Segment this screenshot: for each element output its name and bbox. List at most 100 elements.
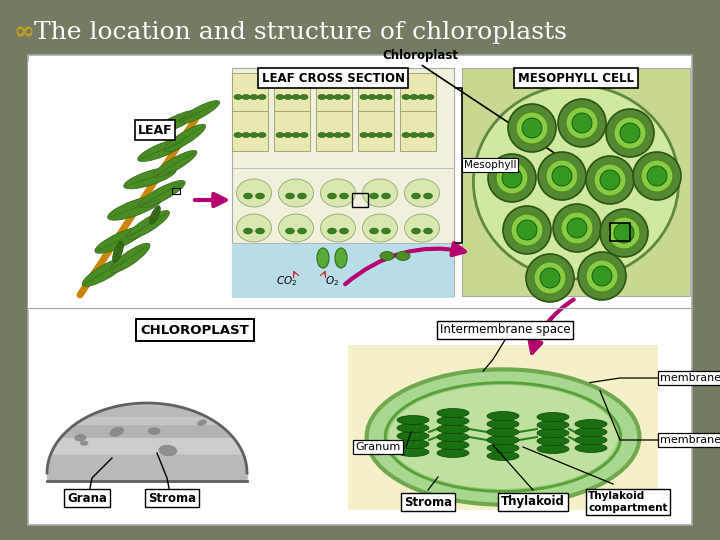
Ellipse shape [292,94,300,99]
Ellipse shape [360,94,368,99]
Ellipse shape [164,124,206,152]
Circle shape [614,117,646,149]
Ellipse shape [575,443,607,453]
Ellipse shape [487,451,519,461]
Circle shape [567,218,587,238]
Circle shape [578,252,626,300]
Ellipse shape [537,444,569,454]
Ellipse shape [412,228,420,234]
Ellipse shape [487,435,519,444]
Text: Grana: Grana [67,491,107,504]
Ellipse shape [437,433,469,442]
Ellipse shape [110,243,150,273]
Ellipse shape [317,248,329,268]
Circle shape [488,154,536,202]
Ellipse shape [537,429,569,437]
Ellipse shape [575,420,607,429]
Ellipse shape [74,434,86,442]
Ellipse shape [148,427,161,435]
Ellipse shape [82,258,127,286]
Ellipse shape [286,193,294,199]
Circle shape [522,118,542,138]
Ellipse shape [487,443,519,453]
Bar [28,62,230,310]
Circle shape [586,156,634,204]
Text: Thylakoid
compartment: Thylakoid compartment [588,491,667,513]
Ellipse shape [340,193,348,199]
Ellipse shape [318,94,326,99]
Ellipse shape [423,228,433,234]
Ellipse shape [124,167,176,189]
Ellipse shape [243,193,253,199]
Bar [172,188,180,194]
Ellipse shape [487,420,519,429]
Ellipse shape [376,132,384,138]
Ellipse shape [402,132,410,138]
Circle shape [620,123,640,143]
Circle shape [592,266,612,286]
Ellipse shape [423,193,433,199]
Text: $O_2$: $O_2$ [325,274,339,288]
Ellipse shape [342,132,350,138]
Ellipse shape [234,94,242,99]
Ellipse shape [258,94,266,99]
Ellipse shape [250,132,258,138]
Circle shape [561,212,593,244]
Circle shape [600,170,620,190]
Ellipse shape [236,179,271,207]
Text: LEAF: LEAF [138,124,172,137]
Ellipse shape [297,193,307,199]
Ellipse shape [575,435,607,444]
Ellipse shape [256,228,264,234]
Text: Chloroplast: Chloroplast [382,49,458,62]
Ellipse shape [537,413,569,422]
Circle shape [496,162,528,194]
Circle shape [594,164,626,196]
Circle shape [633,152,681,200]
Bar [348,345,658,510]
Ellipse shape [426,94,434,99]
Circle shape [503,206,551,254]
Bar [274,111,310,151]
Ellipse shape [158,445,177,456]
Circle shape [566,107,598,139]
Bar [232,68,454,296]
Text: Stroma: Stroma [404,496,452,509]
Circle shape [546,160,578,192]
Circle shape [641,160,673,192]
Bar [232,73,268,113]
Ellipse shape [384,94,392,99]
Ellipse shape [437,408,469,417]
Text: Stroma: Stroma [148,491,196,504]
Circle shape [502,168,522,188]
Ellipse shape [284,132,292,138]
Bar [0,0,720,52]
Text: membrane: membrane [660,435,720,445]
Circle shape [558,99,606,147]
Ellipse shape [340,228,348,234]
Ellipse shape [537,421,569,429]
Ellipse shape [487,411,519,421]
Ellipse shape [300,132,308,138]
Bar [462,68,690,296]
Ellipse shape [335,248,347,268]
Bar [400,73,436,113]
Ellipse shape [437,416,469,426]
Ellipse shape [80,441,89,446]
Ellipse shape [397,440,429,449]
Ellipse shape [342,94,350,99]
Ellipse shape [236,214,271,242]
Ellipse shape [362,179,397,207]
Ellipse shape [181,100,220,124]
Ellipse shape [276,94,284,99]
Circle shape [552,166,572,186]
Ellipse shape [292,132,300,138]
Ellipse shape [234,132,242,138]
Ellipse shape [242,132,250,138]
Ellipse shape [328,228,336,234]
Bar [28,55,692,525]
Circle shape [553,204,601,252]
Bar [274,73,310,113]
Ellipse shape [388,385,618,489]
Ellipse shape [376,94,384,99]
